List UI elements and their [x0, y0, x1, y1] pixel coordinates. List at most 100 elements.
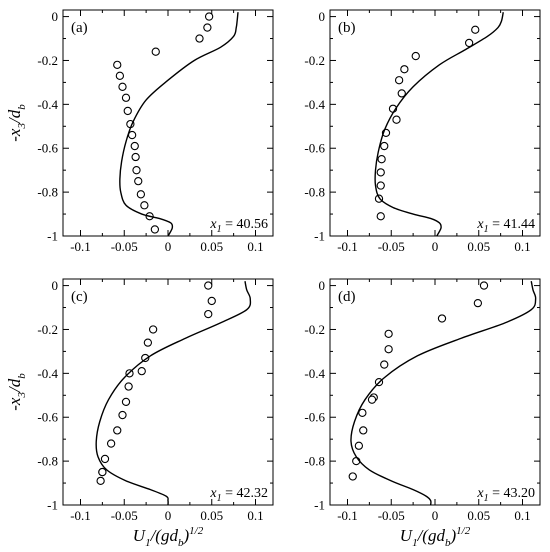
x-tick-label: -0.1: [337, 508, 358, 523]
annotation-symbol: x: [476, 486, 484, 501]
x-tick-label: 0.05: [467, 508, 490, 523]
data-point: [113, 60, 122, 70]
y-tick-label: 0: [52, 278, 59, 293]
plot-frame: [62, 9, 274, 237]
plot-area: [374, 12, 504, 236]
data-point: [121, 93, 131, 102]
plot-area: [348, 281, 537, 505]
x-tick-label: -0.05: [111, 508, 138, 523]
data-point: [384, 329, 393, 339]
data-point: [127, 130, 137, 140]
y-tick-label: -0.2: [37, 322, 58, 337]
data-point: [134, 176, 143, 186]
x-tick-label: 0.1: [247, 508, 263, 523]
y-axis-label: -x3/db: [5, 104, 28, 142]
data-point: [195, 34, 204, 43]
series-line: [95, 281, 252, 505]
y-tick-label: -1: [47, 229, 58, 244]
series-line: [119, 12, 239, 236]
data-point: [411, 51, 420, 61]
y-tick-label: -0.4: [37, 97, 58, 112]
x-label-close: ): [449, 526, 456, 545]
y-tick-label: -0.4: [304, 366, 325, 381]
data-point: [118, 82, 127, 91]
annotation-subscript: 1: [484, 224, 489, 235]
data-point: [376, 212, 385, 221]
y-tick-label: -0.6: [304, 410, 325, 425]
data-point: [471, 25, 480, 34]
x-label-close: ): [182, 526, 189, 545]
x-label-sup: 1/2: [456, 525, 471, 537]
annotation-symbol: x: [476, 217, 484, 232]
data-point: [348, 472, 357, 481]
annotation-subscript: 1: [217, 493, 222, 504]
x-tick-label: 0.1: [514, 508, 530, 523]
x-axis-label: U1/(gdb)1/2: [133, 525, 204, 549]
x-label-sup: 1/2: [189, 525, 204, 537]
y-label-sub: 3: [16, 123, 28, 130]
y-axis-label: -x3/db: [5, 373, 28, 411]
data-point: [376, 168, 385, 177]
data-point: [137, 367, 146, 376]
position-annotation: x1 = 42.32: [209, 486, 268, 504]
x-label-sub2: b: [178, 537, 184, 549]
data-point: [384, 345, 393, 354]
panel-2: -0.1 -0.05 0 0.05 0.1 0 -0.2 -0.4 -0.6 -0.8 -1 (b) x…: [304, 9, 541, 254]
data-point: [377, 155, 386, 164]
data-point: [148, 325, 158, 334]
y-label-pre: -x: [5, 397, 24, 411]
data-point: [131, 152, 140, 162]
y-tick-label: -1: [314, 229, 325, 244]
annotation-value: = 43.20: [489, 486, 535, 501]
data-point: [204, 281, 213, 290]
annotation-subscript: 1: [484, 493, 489, 504]
x-label-sub2: b: [445, 537, 451, 549]
x-label-sub: 1: [145, 537, 151, 549]
annotation-value: = 42.32: [222, 486, 268, 501]
x-axis-label: U1/(gdb)1/2: [400, 525, 471, 549]
data-point: [123, 106, 132, 116]
data-point: [124, 382, 133, 391]
series-line: [374, 12, 504, 236]
data-point: [115, 71, 125, 80]
panel-label: (c): [71, 289, 88, 305]
y-tick-label: -0.8: [37, 454, 58, 469]
y-tick-label: 0: [52, 9, 59, 24]
x-tick-label: 0: [165, 239, 172, 254]
panel-label: (d): [338, 289, 356, 305]
x-tick-label: 0.1: [514, 239, 530, 254]
data-point: [151, 47, 160, 56]
data-point: [354, 441, 364, 450]
data-point: [96, 476, 105, 486]
data-point: [397, 89, 406, 98]
data-point: [392, 115, 401, 124]
data-point: [143, 338, 153, 347]
x-tick-label: 0.05: [467, 239, 490, 254]
y-tick-label: 0: [319, 278, 326, 293]
y-label-sub2: b: [16, 104, 28, 110]
y-tick-label: -0.8: [37, 185, 58, 200]
data-point: [380, 141, 389, 151]
data-point: [106, 439, 116, 448]
data-point: [98, 467, 107, 477]
data-point: [204, 309, 213, 319]
y-tick-label: -0.2: [37, 53, 58, 68]
x-tick-label: 0.1: [247, 239, 263, 254]
x-label-mid: /(gd: [417, 526, 446, 545]
annotation-subscript: 1: [217, 224, 222, 235]
plot-area: [95, 281, 252, 505]
data-point: [367, 395, 377, 404]
y-tick-label: -0.6: [37, 141, 58, 156]
data-point: [121, 397, 131, 407]
x-tick-label: -0.1: [70, 239, 91, 254]
panel-4: -0.1 -0.05 0 0.05 0.1 0 -0.2 -0.4 -0.6 -0.8 -1 (d) x…: [304, 278, 541, 523]
data-point: [113, 426, 122, 435]
x-tick-label: 0: [432, 239, 439, 254]
data-point: [437, 314, 447, 323]
plot-area: [113, 12, 239, 236]
data-point: [400, 65, 409, 74]
position-annotation: x1 = 43.20: [476, 486, 535, 504]
y-tick-label: -0.2: [304, 53, 325, 68]
data-point: [380, 360, 389, 369]
panel-label: (b): [338, 20, 356, 36]
